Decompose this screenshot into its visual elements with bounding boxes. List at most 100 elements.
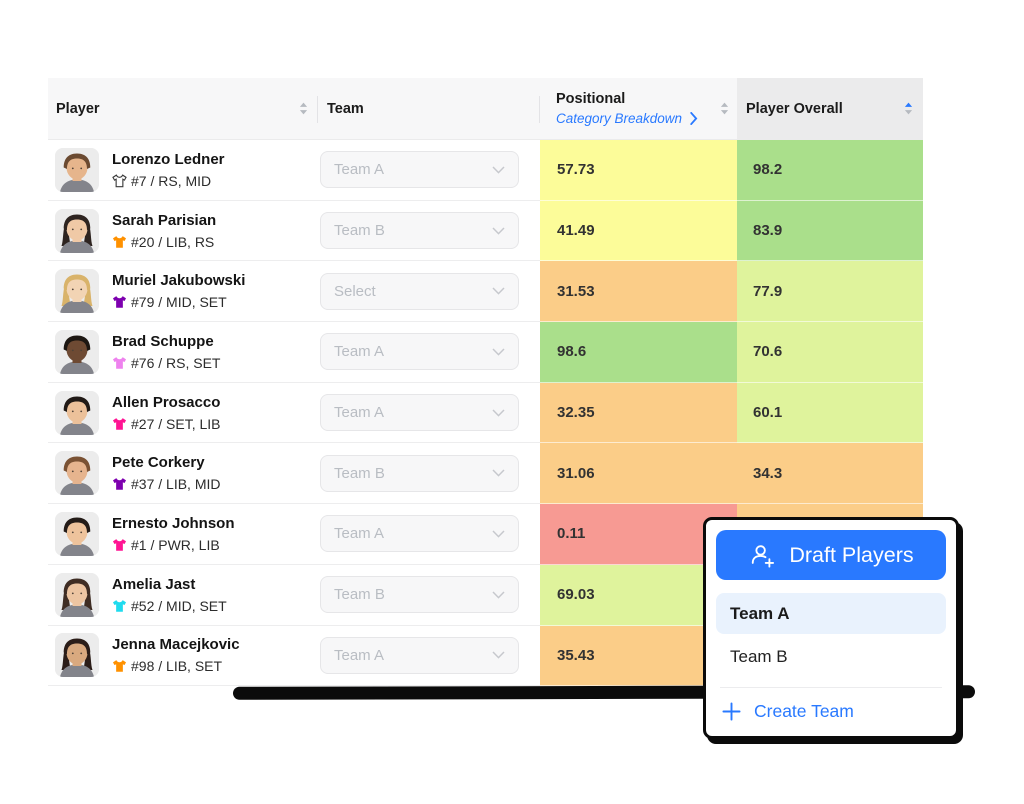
- draft-players-button[interactable]: Draft Players: [716, 530, 946, 580]
- player-cell: Sarah Parisian #20 / LIB, RS: [48, 200, 318, 262]
- player-name: Pete Corkery: [112, 454, 205, 472]
- team-cell: Select: [318, 261, 540, 323]
- team-select[interactable]: Team B: [320, 212, 519, 250]
- team-cell: Team B: [318, 443, 540, 505]
- sort-button-positional[interactable]: [720, 102, 729, 115]
- positional-value: 0.11: [557, 525, 586, 543]
- player-details: #79 / MID, SET: [131, 294, 227, 311]
- chevron-down-icon: [492, 227, 505, 235]
- team-select[interactable]: Team B: [320, 454, 519, 492]
- overall-cell: 60.1: [737, 382, 923, 444]
- team-cell: Team A: [318, 140, 540, 201]
- team-cell: Team B: [318, 200, 540, 262]
- team-select[interactable]: Team A: [320, 636, 519, 674]
- chevron-down-icon: [492, 409, 505, 417]
- player-details: #7 / RS, MID: [131, 172, 212, 189]
- team-select-value: Team B: [334, 586, 385, 604]
- column-header-positional: Positional Category Breakdown: [540, 78, 737, 139]
- table-row: Pete Corkery #37 / LIB, MID Team B 31.06: [48, 443, 923, 505]
- team-select[interactable]: Team A: [320, 151, 519, 189]
- player-details: #76 / RS, SET: [131, 354, 221, 371]
- positional-value: 98.6: [557, 343, 587, 361]
- team-select[interactable]: Team A: [320, 515, 519, 553]
- chevron-down-icon: [492, 166, 505, 174]
- chevron-right-icon: [690, 112, 698, 125]
- player-cell: Amelia Jast #52 / MID, SET: [48, 564, 318, 626]
- avatar-long-hair: [61, 648, 93, 671]
- sort-button-player[interactable]: [299, 102, 308, 115]
- player-column-label: Player: [56, 100, 100, 117]
- category-breakdown-link[interactable]: Category Breakdown: [556, 111, 698, 126]
- sort-icon: [299, 102, 308, 115]
- player-name: Jenna Macejkovic: [112, 636, 240, 654]
- team-column-label: Team: [327, 100, 364, 117]
- sort-icon: [720, 102, 729, 115]
- player-name: Ernesto Johnson: [112, 514, 235, 532]
- jersey-icon: [112, 599, 127, 612]
- avatar: [55, 572, 99, 617]
- player-name: Allen Prosacco: [112, 393, 221, 411]
- overall-value: 60.1: [753, 404, 783, 422]
- sort-button-player-overall[interactable]: [904, 102, 913, 115]
- avatar-long-hair: [61, 587, 93, 610]
- player-details: #52 / MID, SET: [131, 597, 227, 614]
- jersey-icon: [112, 417, 127, 430]
- chevron-down-icon: [492, 348, 505, 356]
- overall-value: 98.2: [753, 161, 783, 179]
- avatar: [55, 390, 99, 435]
- player-name: Lorenzo Ledner: [112, 150, 225, 168]
- overall-cell: 70.6: [737, 322, 923, 383]
- overall-cell: 34.3: [737, 443, 923, 505]
- popup-team-item-b[interactable]: Team B: [730, 646, 788, 666]
- team-select[interactable]: Team A: [320, 333, 519, 371]
- chevron-down-icon: [492, 651, 505, 660]
- add-players-icon: [752, 544, 775, 568]
- player-cell: Allen Prosacco #27 / SET, LIB: [48, 382, 318, 444]
- positional-cell: 31.53: [540, 261, 737, 323]
- sort-icon-active-up: [904, 102, 913, 115]
- create-team-button[interactable]: Create Team: [716, 688, 946, 726]
- positional-cell: 31.06: [540, 443, 737, 505]
- overall-value: 83.9: [753, 222, 783, 240]
- plus-icon: [722, 702, 741, 721]
- table-row: Brad Schuppe #76 / RS, SET Team A 98.6: [48, 322, 923, 383]
- player-cell: Muriel Jakubowski #79 / MID, SET: [48, 261, 318, 323]
- player-overall-column-label: Player Overall: [746, 100, 843, 117]
- table-body: Lorenzo Ledner #7 / RS, MID Team A 57.73: [48, 140, 923, 687]
- team-select-value: Team B: [334, 464, 385, 482]
- team-select-value: Team A: [334, 161, 385, 179]
- chevron-down-icon: [492, 287, 505, 295]
- team-cell: Team A: [318, 322, 540, 383]
- positional-cell: 32.35: [540, 382, 737, 444]
- column-header-team: Team: [318, 78, 540, 139]
- avatar: [55, 147, 99, 192]
- team-select-value: Team A: [334, 343, 385, 361]
- table-row: Muriel Jakubowski #79 / MID, SET Select …: [48, 261, 923, 323]
- avatar-long-hair: [61, 223, 93, 246]
- table-row: Sarah Parisian #20 / LIB, RS Team B 41.4…: [48, 200, 923, 262]
- jersey-icon: [112, 174, 127, 188]
- avatar: [55, 633, 99, 678]
- avatar: [55, 208, 99, 253]
- team-select-value: Team A: [334, 646, 385, 664]
- player-details: #1 / PWR, LIB: [131, 536, 220, 553]
- overall-value: 77.9: [753, 282, 783, 300]
- jersey-icon: [112, 296, 127, 308]
- table-row: Lorenzo Ledner #7 / RS, MID Team A 57.73: [48, 140, 923, 201]
- draft-popup: Draft Players Team A Team B Create Team: [703, 517, 959, 739]
- positional-column-label: Positional: [556, 91, 626, 107]
- overall-value: 70.6: [753, 343, 783, 361]
- overall-cell: 77.9: [737, 261, 923, 323]
- table-row: Allen Prosacco #27 / SET, LIB Team A 32.…: [48, 382, 923, 444]
- team-cell: Team B: [318, 564, 540, 626]
- avatar: [55, 329, 99, 374]
- popup-team-item-a[interactable]: Team A: [716, 593, 946, 634]
- chevron-down-icon: [492, 469, 505, 477]
- popup-divider: [720, 687, 942, 688]
- player-name: Amelia Jast: [112, 575, 196, 593]
- team-select[interactable]: Team B: [320, 576, 519, 614]
- team-cell: Team A: [318, 382, 540, 444]
- team-select[interactable]: Select: [320, 272, 519, 310]
- team-select[interactable]: Team A: [320, 394, 519, 432]
- column-header-player: Player: [48, 78, 318, 139]
